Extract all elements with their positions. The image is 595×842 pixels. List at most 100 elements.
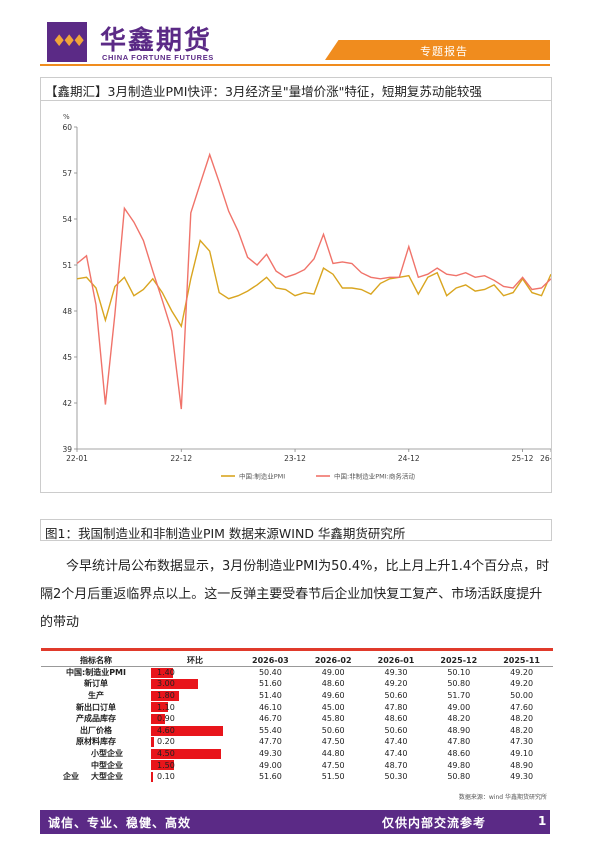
mom-value: 0.20 bbox=[157, 737, 175, 747]
y-tick-label: 42 bbox=[62, 399, 72, 408]
footer-internal-note: 仅供内部交流参考 bbox=[382, 816, 487, 830]
pmi-line-chart: % 39 42 45 48 51 54 57 60 22-01 22-12 23-12 24-12 25-… bbox=[62, 113, 551, 481]
x-tick-label: 24-12 bbox=[398, 454, 420, 463]
row-name: 中国:制造业PMI bbox=[66, 668, 126, 678]
mom-bar bbox=[151, 690, 180, 701]
y-tick-label: 60 bbox=[62, 123, 72, 132]
row-value: 50.60 bbox=[384, 725, 408, 735]
row-mom-cell: 0.10 bbox=[151, 771, 239, 783]
figure-caption: 图1：我国制造业和非制造业PIM 数据来源WIND 华鑫期货研究所 bbox=[45, 526, 406, 541]
table-row: 原材料库存 0.20 47.70 47.50 47.40 47.80 47.30 bbox=[41, 736, 553, 748]
mom-bar bbox=[151, 748, 222, 759]
row-name: 出厂价格 bbox=[80, 725, 112, 735]
series-line-non-manufacturing-pmi bbox=[76, 152, 551, 410]
footer-slogan: 诚信、专业、稳健、高效 bbox=[48, 816, 192, 830]
row-value: 51.50 bbox=[321, 772, 345, 782]
row-name: 大型企业 bbox=[91, 772, 123, 782]
x-tick-label: 23-12 bbox=[284, 454, 306, 463]
figure-caption-box: 图1：我国制造业和非制造业PIM 数据来源WIND 华鑫期货研究所 bbox=[40, 519, 552, 541]
table-row: 小型企业 4.50 49.30 44.80 47.40 48.60 49.10 bbox=[41, 748, 553, 760]
mom-bar bbox=[151, 737, 155, 748]
table-header-col: 2026-02 bbox=[301, 655, 365, 668]
table-row: 大型企业 0.10 51.60 51.50 50.30 50.80 49.30 bbox=[41, 771, 553, 783]
row-value: 47.80 bbox=[384, 702, 408, 712]
page-footer: 诚信、专业、稳健、高效 仅供内部交流参考 1 bbox=[40, 810, 550, 834]
table-row: 中型企业 1.50 49.00 47.50 48.70 49.80 48.90 bbox=[41, 759, 553, 771]
table-row: 中国:制造业PMI 1.40 50.40 49.00 49.30 50.10 49.20 bbox=[41, 667, 553, 679]
y-tick-label: 39 bbox=[62, 445, 72, 454]
row-value: 49.80 bbox=[447, 760, 471, 770]
x-tick-label: 22-01 bbox=[66, 454, 88, 463]
table-row: 产成品库存 0.90 46.70 45.80 48.60 48.20 48.20 bbox=[41, 713, 553, 725]
enterprise-group-label: 企业 bbox=[63, 772, 79, 781]
x-tick-label: 25-12 bbox=[512, 454, 534, 463]
row-mom-cell: 4.50 bbox=[151, 748, 239, 760]
row-value: 47.40 bbox=[384, 749, 408, 759]
row-value: 49.30 bbox=[258, 749, 282, 759]
x-tick-label: 26-03 bbox=[540, 454, 551, 463]
report-type-banner: 专题报告 bbox=[325, 40, 550, 60]
row-value: 50.80 bbox=[447, 679, 471, 689]
row-value: 51.40 bbox=[258, 691, 282, 701]
brand-logo-icon: ♦ ♦ ♦ bbox=[47, 22, 87, 62]
table-row: 出厂价格 4.60 55.40 50.60 50.60 48.90 48.20 bbox=[41, 725, 553, 737]
mom-value: 1.10 bbox=[157, 702, 175, 712]
row-value: 45.00 bbox=[321, 702, 345, 712]
row-value: 47.50 bbox=[321, 760, 345, 770]
table-header-mom: 环比 bbox=[151, 655, 239, 668]
row-value: 47.60 bbox=[510, 702, 534, 712]
x-tick-label: 22-12 bbox=[170, 454, 192, 463]
row-value: 49.00 bbox=[258, 760, 282, 770]
mom-value: 0.90 bbox=[157, 714, 175, 724]
row-value: 47.80 bbox=[447, 737, 471, 747]
y-tick-label: 54 bbox=[62, 215, 72, 224]
row-value: 48.20 bbox=[510, 714, 534, 724]
summary-paragraph: 今早统计局公布数据显示，3月份制造业PMI为50.4%，比上月上升1.4个百分点… bbox=[40, 553, 555, 637]
page-number: 1 bbox=[538, 814, 547, 828]
row-value: 48.60 bbox=[321, 679, 345, 689]
y-tick-label: 51 bbox=[62, 261, 72, 270]
table-source: 数据来源：wind 华鑫期货研究所 bbox=[458, 794, 547, 801]
brand-name-en: CHINA FORTUNE FUTURES bbox=[102, 53, 214, 62]
table-header-row: 指标名称 环比 2026-03 2026-02 2026-01 2025-12 … bbox=[41, 655, 553, 668]
row-value: 48.90 bbox=[510, 760, 534, 770]
row-mom-cell: 3.00 bbox=[151, 678, 239, 690]
row-mom-cell: 1.50 bbox=[151, 759, 239, 771]
row-value: 47.40 bbox=[384, 737, 408, 747]
row-name: 中型企业 bbox=[91, 760, 123, 770]
table-header-col: 2026-03 bbox=[239, 655, 302, 668]
row-mom-cell: 1.40 bbox=[151, 667, 239, 679]
row-value: 49.30 bbox=[384, 668, 408, 678]
mom-value: 1.50 bbox=[157, 760, 175, 770]
row-name: 新出口订单 bbox=[76, 702, 116, 712]
row-value: 48.60 bbox=[447, 749, 471, 759]
series-line-manufacturing-pmi bbox=[76, 239, 551, 329]
row-value: 51.60 bbox=[258, 679, 282, 689]
report-title: 【鑫期汇】3月制造业PMI快评：3月经济呈"量增价涨"特征，短期复苏动能较强 bbox=[45, 84, 482, 99]
mom-bar bbox=[151, 668, 173, 679]
row-value: 44.80 bbox=[321, 749, 345, 759]
row-value: 55.40 bbox=[258, 725, 282, 735]
table-header-col: 2025-12 bbox=[427, 655, 491, 668]
row-value: 49.60 bbox=[321, 691, 345, 701]
table-header-name: 指标名称 bbox=[41, 655, 151, 668]
row-value: 50.80 bbox=[447, 772, 471, 782]
legend-entry: 中国:非制造业PMI:商务活动 bbox=[334, 472, 415, 481]
mom-value: 4.60 bbox=[157, 725, 175, 735]
mom-bar bbox=[151, 713, 166, 724]
table-header-col: 2025-11 bbox=[490, 655, 553, 668]
row-value: 50.00 bbox=[510, 691, 534, 701]
y-unit-label: % bbox=[63, 113, 70, 121]
row-value: 50.40 bbox=[258, 668, 282, 678]
y-tick-label: 57 bbox=[62, 169, 72, 178]
mom-bar bbox=[151, 760, 175, 771]
row-mom-cell: 1.80 bbox=[151, 690, 239, 702]
row-name: 原材料库存 bbox=[76, 737, 116, 747]
row-name: 小型企业 bbox=[91, 749, 123, 759]
row-value: 49.30 bbox=[510, 772, 534, 782]
row-value: 48.90 bbox=[447, 725, 471, 735]
row-name: 生产 bbox=[88, 691, 104, 701]
y-tick-label: 45 bbox=[62, 353, 72, 362]
page-header: ♦ ♦ ♦ 华鑫期货 CHINA FORTUNE FUTURES 专题报告 bbox=[0, 0, 595, 70]
report-title-box: 【鑫期汇】3月制造业PMI快评：3月经济呈"量增价涨"特征，短期复苏动能较强 bbox=[40, 77, 552, 101]
